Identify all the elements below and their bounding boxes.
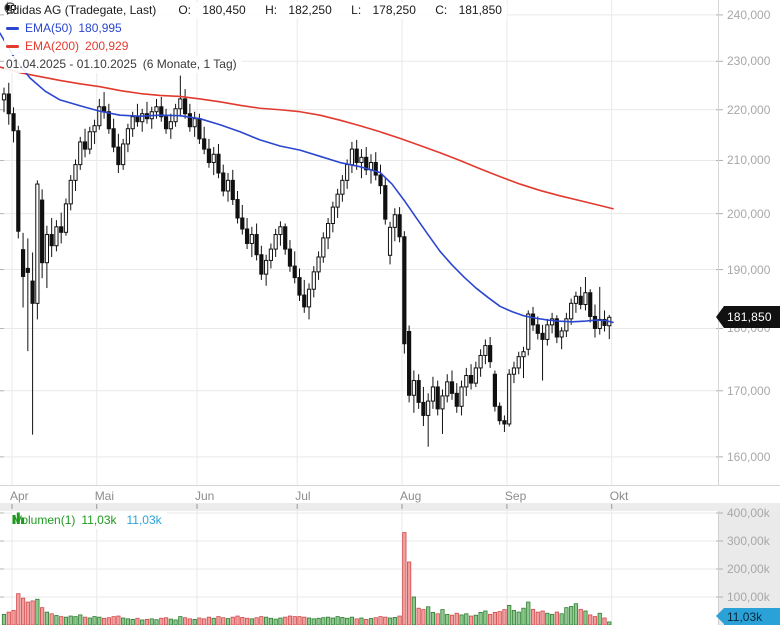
- open-value: 180,450: [202, 3, 246, 17]
- volume-bars-icon: [12, 512, 25, 524]
- ema50-value: 180,995: [78, 21, 122, 35]
- high-value: 182,250: [288, 3, 332, 17]
- volume-label: Volumen(1): [14, 513, 76, 527]
- ohlc-values: O: 180,450 H: 182,250 L: 178,250 C: 181,…: [178, 3, 502, 17]
- date-range: 01.04.2025 - 01.10.2025: [6, 57, 137, 71]
- volume-value-blue: 11,03k: [126, 513, 162, 527]
- ema200-label: EMA(200): [25, 39, 80, 53]
- ema50-label: EMA(50): [25, 21, 73, 35]
- date-range-row[interactable]: 01.04.2025 - 01.10.2025 (6 Monate, 1 Tag…: [4, 2, 242, 73]
- chart-header: adidas AG (Tradegate, Last) O: 180,450 H…: [4, 2, 507, 73]
- clock-icon: [4, 2, 16, 14]
- close-value: 181,850: [458, 3, 502, 17]
- volume-value-green: 11,03k: [81, 513, 117, 527]
- ema200-legend[interactable]: EMA(200) 200,929: [4, 38, 134, 55]
- low-value: 178,250: [372, 3, 416, 17]
- instrument-row[interactable]: adidas AG (Tradegate, Last) O: 180,450 H…: [4, 2, 507, 19]
- instrument-title: adidas AG (Tradegate, Last): [6, 3, 157, 17]
- volume-legend[interactable]: Volumen(1) 11,03k 11,03k: [12, 512, 167, 529]
- ema50-swatch: [6, 27, 19, 30]
- ema200-value: 200,929: [85, 39, 129, 53]
- ema200-swatch: [6, 45, 19, 48]
- date-range-detail: (6 Monate, 1 Tag): [142, 57, 237, 71]
- ema50-legend[interactable]: EMA(50) 180,995: [4, 20, 127, 37]
